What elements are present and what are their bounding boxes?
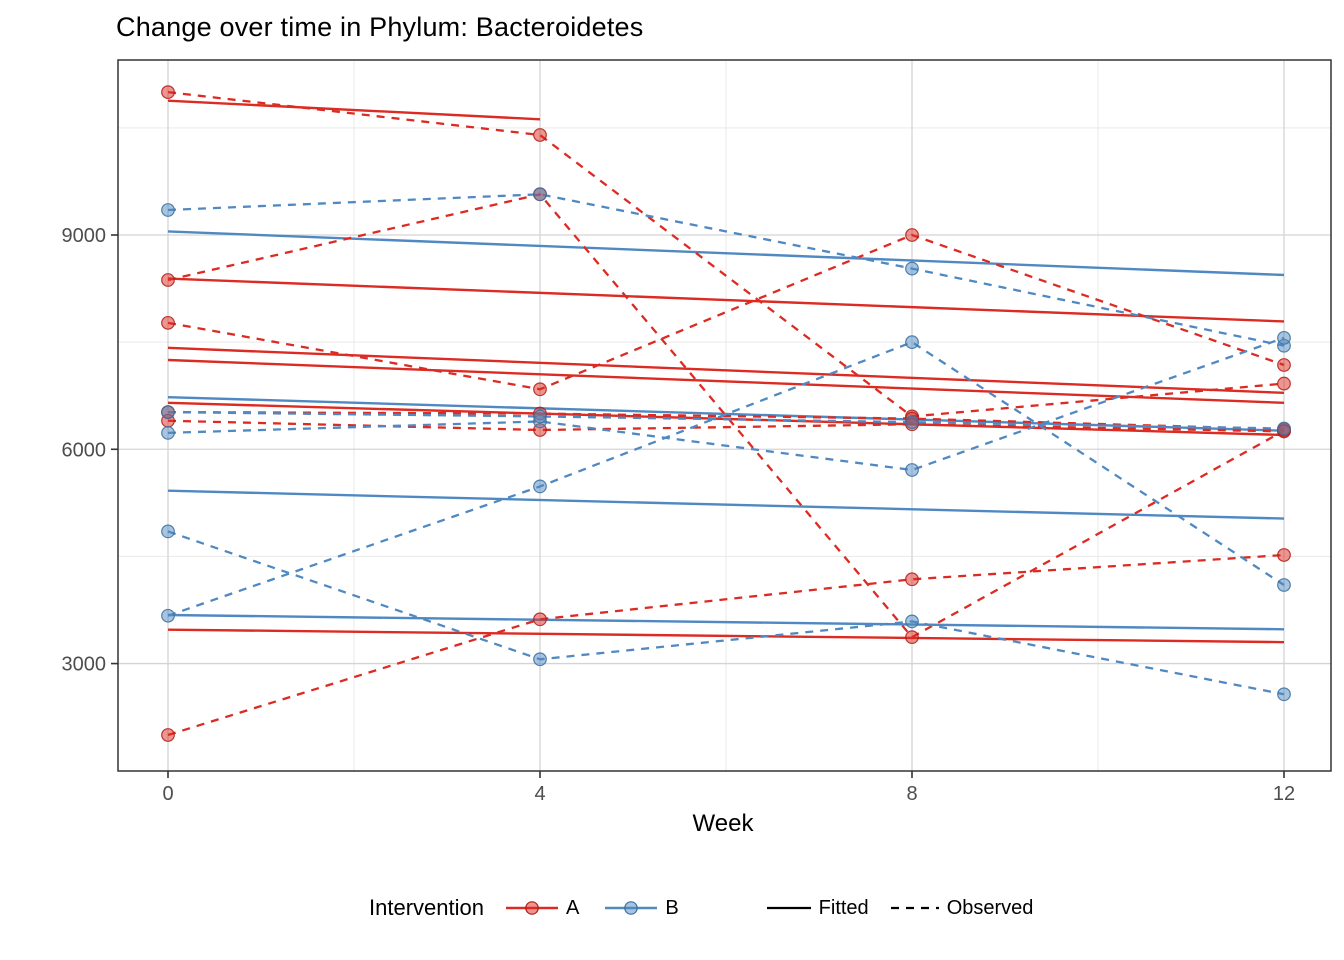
y-tick-label: 9000 — [62, 225, 107, 247]
fitted-line-B2 — [167, 613, 1285, 631]
data-point-A3-w4 — [533, 382, 547, 397]
plot-area: 0 4 8 12 3000 6000 9000 — [62, 59, 1332, 805]
x-tick-label: 0 — [162, 783, 173, 805]
observed-line-B1 — [167, 193, 1285, 347]
observed-line-B3 — [167, 336, 1285, 472]
legend-label-b: B — [665, 896, 679, 919]
data-point-B2-w12 — [1277, 578, 1291, 592]
data-point-B5-w8 — [905, 614, 919, 629]
data-point-B1-w4 — [533, 187, 547, 202]
data-point-A6-w4 — [533, 612, 547, 627]
legend-label-fitted: Fitted — [818, 896, 869, 919]
observed-line-B4 — [167, 410, 1285, 430]
data-point-A6-w8 — [905, 572, 919, 587]
data-point-B5-w4 — [533, 652, 547, 667]
legend-key-fitted-icon — [766, 906, 811, 910]
data-point-B5-w0 — [161, 524, 175, 539]
data-point-A1-w12 — [1277, 376, 1291, 391]
data-point-B4-w4 — [533, 409, 547, 424]
data-point-A2-w8 — [905, 630, 919, 645]
data-point-A6-w0 — [161, 728, 175, 742]
observed-line-A5 — [167, 419, 1285, 433]
y-tick-label: 3000 — [62, 654, 107, 676]
observed-line-A4 — [167, 410, 1285, 431]
data-point-B5-w12 — [1277, 687, 1291, 702]
data-point-B1-w0 — [161, 203, 175, 217]
legend-label-observed: Observed — [946, 896, 1034, 919]
data-point-A3-w12 — [1277, 358, 1291, 372]
data-point-A2-w0 — [161, 273, 175, 287]
data-point-B2-w4 — [533, 479, 547, 494]
data-point-B4-w0 — [161, 405, 175, 420]
fitted-line-A2 — [167, 277, 1285, 323]
data-point-B4-w12 — [1277, 421, 1291, 436]
data-point-B3-w0 — [161, 425, 175, 440]
data-point-A1-w0 — [161, 85, 175, 100]
data-point-B2-w0 — [161, 608, 175, 623]
observed-line-B5 — [167, 530, 1285, 696]
data-point-B3-w12 — [1277, 330, 1291, 345]
fitted-line-A6 — [167, 628, 1285, 644]
data-point-B4-w8 — [905, 415, 919, 430]
panel-border — [117, 59, 1332, 772]
fitted-line-A3 — [167, 346, 1285, 395]
observed-line-A3 — [167, 233, 1285, 391]
fitted-line-B1 — [167, 230, 1285, 277]
data-point-B2-w8 — [905, 335, 919, 350]
legend-title: Intervention — [369, 895, 484, 920]
chart-title: Change over time in Phylum: Bacteroidete… — [116, 12, 644, 42]
legend-key-observed-icon — [890, 906, 939, 910]
fitted-line-B3 — [167, 489, 1285, 520]
fitted-line-A1 — [167, 99, 541, 121]
data-point-A1-w4 — [533, 128, 547, 142]
observed-line-A6 — [167, 553, 1285, 737]
observed-line-A1 — [167, 91, 1285, 418]
data-point-A3-w8 — [905, 228, 919, 242]
legend: Intervention A B Fitted Observed — [0, 891, 1344, 925]
legend-label-a: A — [565, 896, 580, 919]
observed-line-B2 — [167, 340, 1285, 617]
legend-key-a-icon — [505, 901, 558, 915]
x-axis-title: Week — [692, 810, 754, 837]
fitted-line-A4 — [167, 358, 1285, 405]
data-point-A3-w0 — [161, 315, 175, 330]
data-point-B3-w8 — [905, 463, 919, 477]
data-point-A6-w12 — [1277, 548, 1291, 562]
legend-key-b-icon — [605, 901, 658, 915]
y-tick-label: 6000 — [62, 439, 107, 461]
data-point-B1-w8 — [905, 261, 919, 276]
x-tick-label: 12 — [1273, 783, 1295, 805]
x-tick-label: 8 — [906, 783, 917, 805]
observed-line-A2 — [167, 193, 1285, 639]
x-tick-label: 4 — [534, 783, 545, 805]
